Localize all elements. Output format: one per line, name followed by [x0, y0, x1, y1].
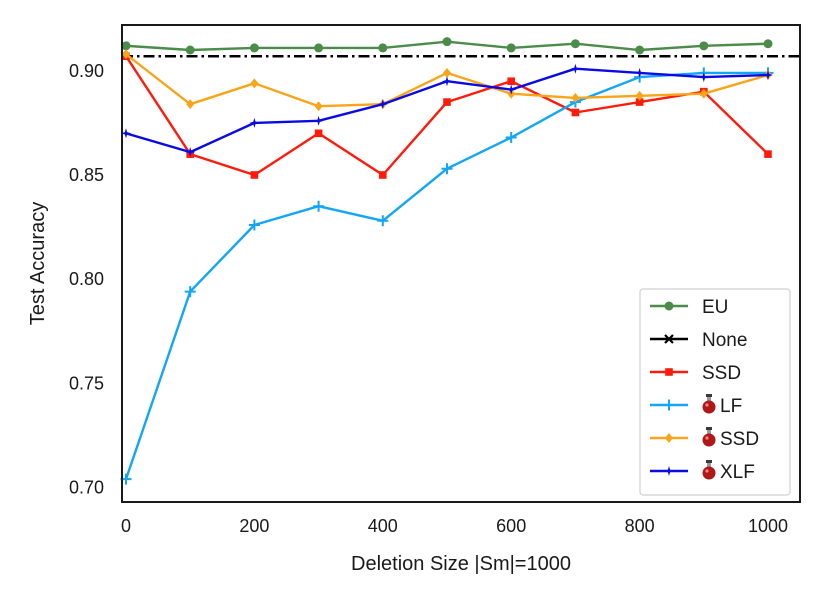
data-point — [664, 466, 674, 476]
x-tick-label: 1000 — [748, 516, 788, 536]
y-tick-label: 0.90 — [69, 61, 104, 81]
legend-entry: XLF — [650, 460, 755, 483]
y-tick-label: 0.70 — [69, 477, 104, 497]
data-point — [635, 45, 645, 55]
data-point — [249, 43, 259, 53]
data-point — [634, 67, 645, 78]
series-layer — [120, 37, 800, 485]
data-point — [571, 108, 580, 117]
legend-box — [639, 288, 791, 496]
data-point — [185, 45, 195, 55]
data-point — [570, 39, 580, 49]
plot-frame — [121, 24, 801, 503]
x-tick-label: 0 — [121, 516, 131, 536]
data-point — [184, 286, 196, 298]
data-point — [313, 200, 325, 212]
legend-label: XLF — [720, 462, 755, 483]
data-point — [763, 39, 773, 49]
legend-entry: SSD — [650, 427, 759, 450]
legend-label: SSD — [720, 429, 759, 450]
legend-label: SSD — [702, 363, 741, 384]
legend-entry: SSD — [650, 363, 741, 384]
data-point — [443, 67, 451, 78]
legend-label: EU — [702, 297, 728, 318]
data-point — [249, 117, 260, 128]
legend-entry: EU — [650, 297, 728, 318]
data-point — [506, 43, 516, 53]
data-point — [121, 41, 131, 51]
legend-label: LF — [720, 396, 742, 417]
data-point — [250, 78, 259, 89]
x-tick-label: 400 — [368, 516, 398, 536]
data-point — [379, 171, 387, 179]
data-point — [506, 84, 517, 95]
y-axis-label: Test Accuracy — [27, 202, 49, 325]
potion-icon — [702, 427, 716, 447]
data-point — [121, 128, 131, 139]
series-xlf — [121, 63, 773, 158]
y-tick-label: 0.75 — [69, 373, 104, 393]
data-point — [507, 77, 515, 86]
data-point — [699, 88, 708, 99]
series-eu — [121, 37, 773, 55]
data-point — [665, 433, 673, 443]
tick-layer: 0 200 400 600 800 1000 0.70 0.75 0.80 0.85 0.90 — [69, 61, 788, 536]
data-point — [250, 171, 259, 179]
data-point — [443, 98, 451, 106]
legend: EU None SSD LF SSD XLF — [639, 288, 791, 496]
series-ssd — [122, 49, 772, 112]
data-point — [764, 150, 772, 158]
data-point — [698, 72, 709, 83]
data-point — [313, 115, 324, 126]
data-point — [122, 49, 130, 60]
data-point — [571, 92, 580, 103]
data-point — [664, 301, 674, 311]
x-tick-label: 200 — [239, 516, 269, 536]
data-point — [442, 37, 452, 47]
data-point — [186, 99, 195, 110]
data-point — [441, 163, 453, 175]
potion-icon — [702, 460, 716, 480]
data-point — [505, 131, 517, 143]
data-point — [665, 368, 673, 376]
data-point — [314, 43, 324, 53]
data-point — [378, 43, 388, 53]
data-point — [635, 98, 644, 106]
legend-entry: LF — [650, 394, 742, 417]
data-point — [314, 101, 323, 112]
legend-entry: None — [650, 330, 747, 351]
potion-icon — [702, 394, 716, 414]
data-point — [248, 219, 260, 231]
y-tick-label: 0.85 — [69, 165, 104, 185]
y-tick-label: 0.80 — [69, 269, 104, 289]
data-point — [699, 41, 709, 51]
x-tick-label: 600 — [496, 516, 526, 536]
data-point — [314, 129, 323, 138]
data-point — [377, 99, 388, 110]
legend-label: None — [702, 330, 747, 351]
data-point — [570, 63, 581, 74]
x-axis-label: Deletion Size |Sm|=1000 — [351, 553, 571, 575]
data-point — [663, 399, 675, 411]
data-point — [664, 334, 674, 344]
data-point — [185, 147, 196, 158]
data-point — [442, 76, 452, 87]
data-point — [377, 215, 389, 227]
data-point — [763, 69, 773, 80]
x-tick-label: 800 — [625, 516, 655, 536]
data-point — [635, 90, 644, 101]
